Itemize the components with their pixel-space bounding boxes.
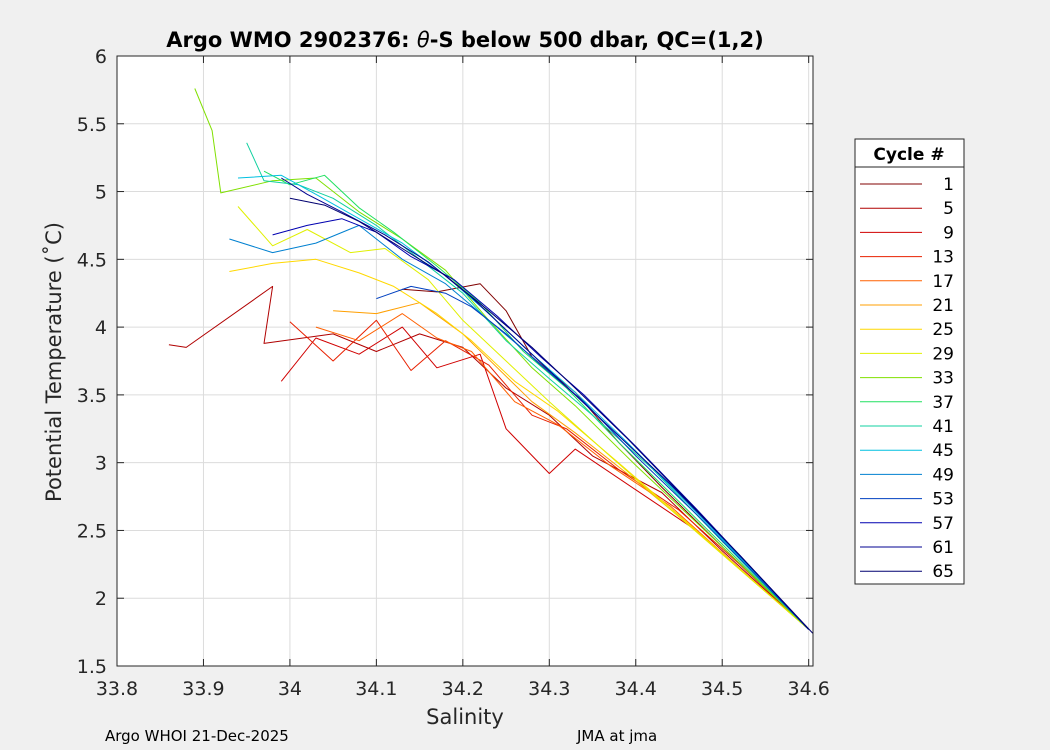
legend-label-cycle-61: 61: [932, 538, 954, 558]
series-line-cycle-45: [237, 174, 810, 630]
footer-right: JMA at jma: [576, 727, 657, 745]
series-line-cycle-61: [281, 177, 810, 630]
legend-title: Cycle #: [873, 145, 944, 165]
axes-frame: [116, 55, 814, 667]
x-tick-label: 34.3: [528, 678, 570, 700]
legend-label-cycle-25: 25: [932, 320, 954, 340]
footer-left: Argo WHOI 21-Dec-2025: [105, 727, 289, 745]
y-tick-label: 3.5: [77, 385, 107, 407]
series-line-cycle-57: [272, 218, 810, 630]
y-tick-label: 2: [95, 588, 107, 610]
legend-label-cycle-33: 33: [932, 369, 954, 389]
x-axis-ticks: 33.8 33.9 34 34.1 34.2 34.3 34.4 34.5 34.6: [96, 56, 830, 700]
y-axis-ticks: 1.5 2 2.5 3 3.5 4 4.5 5 5.5 6: [77, 46, 813, 678]
legend: Cycle # 1 5 9 13 17 21 25 29 33 37 41 45 49 53 57 61 65: [854, 138, 965, 585]
legend-label-cycle-17: 17: [932, 272, 954, 292]
legend-label-cycle-13: 13: [932, 248, 954, 268]
series-line-cycle-25: [229, 258, 810, 630]
x-tick-label: 34.6: [788, 678, 830, 700]
x-tick-label: 34.1: [355, 678, 397, 700]
legend-label-cycle-29: 29: [932, 344, 954, 364]
y-tick-label: 4: [95, 317, 107, 339]
legend-label-cycle-1: 1: [943, 175, 954, 195]
y-tick-label: 2.5: [77, 520, 107, 542]
legend-label-cycle-21: 21: [932, 296, 954, 316]
legend-items: 1 5 9 13 17 21 25 29 33 37 41 45 49 53 57 61 65: [860, 175, 954, 582]
series-line-cycle-5: [168, 285, 810, 630]
x-tick-label: 34.4: [615, 678, 657, 700]
legend-label-cycle-37: 37: [932, 393, 954, 413]
x-axis-label: Salinity: [426, 705, 504, 729]
x-tick-label: 34: [278, 678, 302, 700]
y-tick-label: 6: [95, 46, 107, 68]
y-axis-label: Potential Temperature (˚C): [42, 222, 66, 502]
legend-label-cycle-57: 57: [932, 514, 954, 534]
legend-label-cycle-49: 49: [932, 465, 954, 485]
y-tick-label: 4.5: [77, 249, 107, 271]
x-tick-label: 34.5: [701, 678, 743, 700]
legend-label-cycle-53: 53: [932, 490, 954, 510]
legend-label-cycle-45: 45: [932, 441, 954, 461]
x-tick-label: 33.8: [96, 678, 138, 700]
legend-box: [854, 138, 965, 585]
legend-label-cycle-65: 65: [932, 562, 954, 582]
series-line-cycle-17: [315, 313, 810, 630]
series-line-cycle-21: [333, 302, 810, 630]
y-tick-label: 5: [95, 182, 107, 204]
series-line-cycle-9: [280, 326, 810, 630]
legend-label-cycle-5: 5: [943, 199, 954, 219]
series-line-cycle-33: [194, 88, 810, 630]
y-tick-label: 5.5: [77, 114, 107, 136]
series-line-cycle-29: [237, 206, 810, 630]
series-line-cycle-13: [289, 319, 810, 630]
series-line-cycle-53: [376, 285, 810, 630]
legend-label-cycle-41: 41: [932, 417, 954, 437]
x-tick-label: 33.9: [182, 678, 224, 700]
legend-label-cycle-9: 9: [943, 223, 954, 243]
y-tick-label: 3: [95, 453, 107, 475]
series-line-cycle-37: [263, 170, 810, 630]
x-tick-label: 34.2: [442, 678, 484, 700]
plot-area: [117, 56, 813, 666]
data-series: [168, 88, 814, 634]
chart-title: Argo WMO 2902376: θ-S below 500 dbar, QC…: [166, 28, 763, 52]
y-tick-label: 1.5: [77, 656, 107, 678]
series-line-cycle-65: [289, 197, 814, 634]
